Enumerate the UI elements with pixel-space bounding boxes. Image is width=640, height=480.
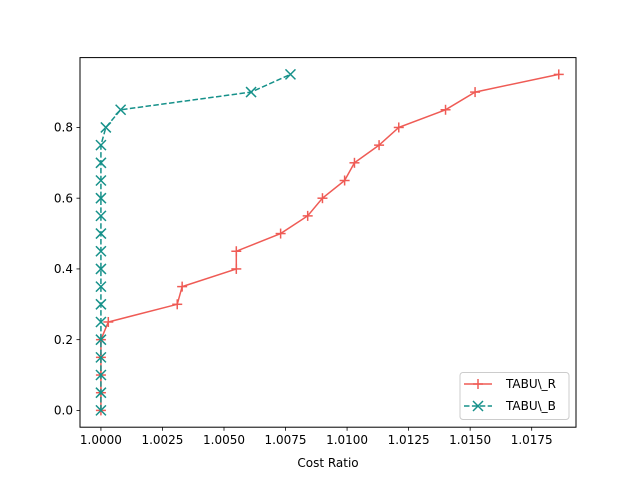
legend-label: TABU\_R (505, 377, 556, 391)
data-point (95, 139, 107, 151)
data-point (374, 140, 385, 151)
x-tick-label: 1.0050 (203, 433, 245, 447)
x-tick-label: 1.0150 (449, 433, 491, 447)
data-point (95, 174, 107, 187)
legend-label: TABU\_B (505, 399, 556, 413)
plot-frame (79, 57, 577, 428)
data-point (115, 104, 127, 116)
data-point (177, 281, 188, 292)
data-point (95, 157, 107, 169)
data-point (339, 175, 350, 186)
y-tick-label: 0.4 (54, 262, 73, 276)
data-point (393, 122, 404, 133)
x-tick-label: 1.0025 (141, 433, 183, 447)
data-point (245, 86, 257, 98)
x-tick-label: 1.0125 (388, 433, 430, 447)
data-point (95, 281, 107, 293)
data-point (231, 246, 242, 257)
data-point (95, 263, 107, 275)
data-point (95, 334, 107, 346)
data-point (302, 210, 313, 221)
data-point (470, 87, 481, 98)
data-point (231, 263, 242, 274)
data-point (172, 299, 183, 310)
data-point (95, 387, 107, 399)
data-point (95, 210, 107, 222)
x-tick-label: 1.0100 (326, 433, 368, 447)
legend-marker (472, 400, 484, 412)
x-tick-label: 1.0175 (511, 433, 553, 447)
data-point (95, 228, 107, 240)
x-tick-label: 1.0000 (80, 433, 122, 447)
data-point (284, 68, 296, 80)
y-tick-label: 0.8 (54, 121, 73, 135)
data-point (349, 157, 360, 168)
data-point (95, 192, 107, 204)
y-tick-label: 0.0 (54, 404, 73, 418)
legend-entries: TABU\_R TABU\_B (464, 377, 556, 413)
legend-entry: TABU\_B (464, 399, 556, 413)
legend-marker (473, 379, 483, 389)
data-point (275, 228, 286, 239)
data-point (103, 316, 114, 327)
x-axis-label: Cost Ratio (297, 456, 358, 470)
y-axis: 0.0 0.2 0.4 0.6 0.8 (54, 121, 80, 418)
data-point (553, 69, 564, 80)
x-axis: 1.0000 1.0025 1.0050 1.0075 1.0100 1.0125 1.01… (80, 427, 553, 447)
data-point (440, 104, 451, 115)
data-point (95, 298, 107, 310)
data-point (95, 316, 107, 328)
data-point (317, 193, 328, 204)
x-tick-label: 1.0075 (265, 433, 307, 447)
data-point (100, 121, 112, 133)
series-line-2 (100, 73, 291, 411)
data-point (95, 404, 107, 416)
y-tick-label: 0.2 (54, 333, 73, 347)
series-layer (95, 68, 564, 416)
data-point (95, 369, 107, 381)
series-2 (95, 68, 296, 416)
legend-entry: TABU\_R (464, 377, 556, 391)
data-point (95, 351, 107, 363)
y-tick-label: 0.6 (54, 191, 73, 205)
data-point (95, 245, 107, 257)
legend: TABU\_R TABU\_B (459, 372, 570, 420)
